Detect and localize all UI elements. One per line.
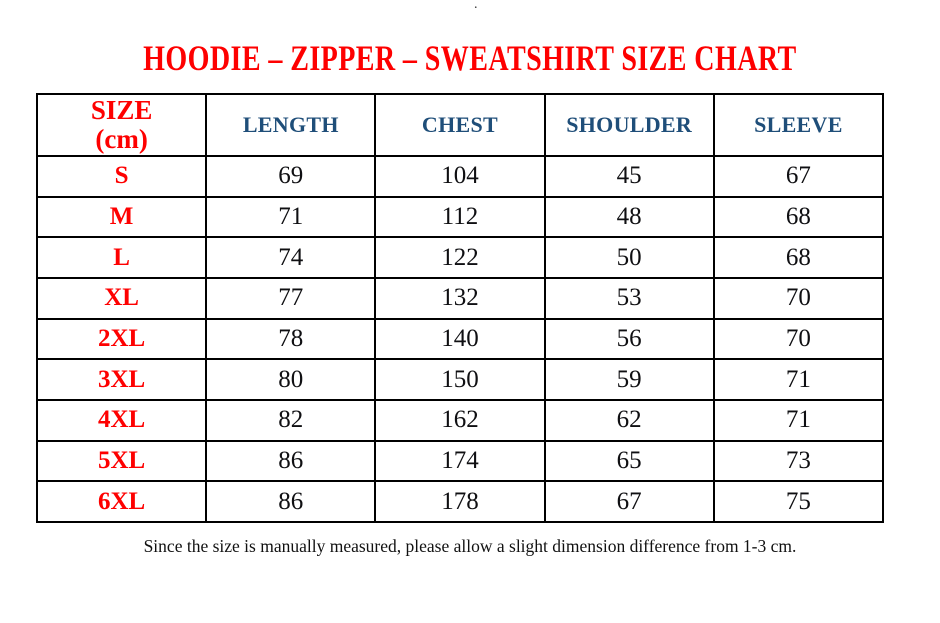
table-row-2xl: 2XL 78 140 56 70 <box>35 317 885 361</box>
length-value: 82 <box>205 398 377 442</box>
shoulder-value: 59 <box>543 358 715 401</box>
header-chest: CHEST <box>374 93 546 157</box>
length-value: 71 <box>205 195 377 239</box>
sleeve-value: 73 <box>712 439 885 483</box>
length-value: 86 <box>205 439 377 483</box>
table-row-5xl: 5XL 86 174 65 73 <box>35 439 885 483</box>
chest-value: 140 <box>374 317 546 361</box>
header-sleeve: SLEEVE <box>712 93 885 157</box>
chest-value: 162 <box>374 398 546 442</box>
sleeve-value: 75 <box>712 480 885 523</box>
size-label: 5XL <box>35 439 208 483</box>
shoulder-value: 53 <box>543 276 715 320</box>
table-row-s: S 69 104 45 67 <box>35 155 885 198</box>
header-size-line2: (cm) <box>95 124 148 154</box>
sleeve-value: 70 <box>712 317 885 361</box>
measurement-note: Since the size is manually measured, ple… <box>143 536 797 556</box>
sleeve-value: 68 <box>712 236 885 279</box>
page-title: HOODIE – ZIPPER – SWEATSHIRT SIZE CHART <box>143 38 797 78</box>
chest-value: 132 <box>374 276 546 320</box>
header-size-cm: SIZE (cm) <box>35 93 208 157</box>
table-row-l: L 74 122 50 68 <box>35 236 885 279</box>
size-label: L <box>35 236 208 279</box>
shoulder-value: 56 <box>543 317 715 361</box>
sleeve-value: 68 <box>712 195 885 239</box>
length-value: 74 <box>205 236 377 279</box>
size-chart-table: SIZE (cm) LENGTH CHEST SHOULDER SLEEVE S… <box>35 93 885 523</box>
size-label: XL <box>35 276 208 320</box>
chest-value: 104 <box>374 155 546 198</box>
header-size-line1: SIZE <box>90 94 153 125</box>
table-row-xl: XL 77 132 53 70 <box>35 276 885 320</box>
stray-dot: . <box>474 0 478 12</box>
sleeve-value: 67 <box>712 155 885 198</box>
length-value: 69 <box>205 155 377 198</box>
chest-value: 150 <box>374 358 546 401</box>
length-value: 77 <box>205 276 377 320</box>
table-row-m: M 71 112 48 68 <box>35 195 885 239</box>
chest-value: 112 <box>374 195 546 239</box>
size-label: S <box>35 155 208 198</box>
shoulder-value: 65 <box>543 439 715 483</box>
title-container: HOODIE – ZIPPER – SWEATSHIRT SIZE CHART <box>0 37 940 79</box>
size-label: 4XL <box>35 398 208 442</box>
length-value: 80 <box>205 358 377 401</box>
chest-value: 178 <box>374 480 546 523</box>
sleeve-value: 70 <box>712 276 885 320</box>
header-row: SIZE (cm) LENGTH CHEST SHOULDER SLEEVE <box>35 93 885 157</box>
table-row-4xl: 4XL 82 162 62 71 <box>35 398 885 442</box>
sleeve-value: 71 <box>712 398 885 442</box>
header-shoulder: SHOULDER <box>543 93 715 157</box>
size-label: M <box>35 195 208 239</box>
chest-value: 174 <box>374 439 546 483</box>
shoulder-value: 62 <box>543 398 715 442</box>
sleeve-value: 71 <box>712 358 885 401</box>
size-label: 2XL <box>35 317 208 361</box>
table-row-3xl: 3XL 80 150 59 71 <box>35 358 885 401</box>
shoulder-value: 50 <box>543 236 715 279</box>
length-value: 86 <box>205 480 377 523</box>
size-label: 3XL <box>35 358 208 401</box>
shoulder-value: 48 <box>543 195 715 239</box>
chest-value: 122 <box>374 236 546 279</box>
length-value: 78 <box>205 317 377 361</box>
shoulder-value: 45 <box>543 155 715 198</box>
shoulder-value: 67 <box>543 480 715 523</box>
size-label: 6XL <box>35 480 208 523</box>
table-row-6xl: 6XL 86 178 67 75 <box>35 480 885 523</box>
header-length: LENGTH <box>205 93 377 157</box>
